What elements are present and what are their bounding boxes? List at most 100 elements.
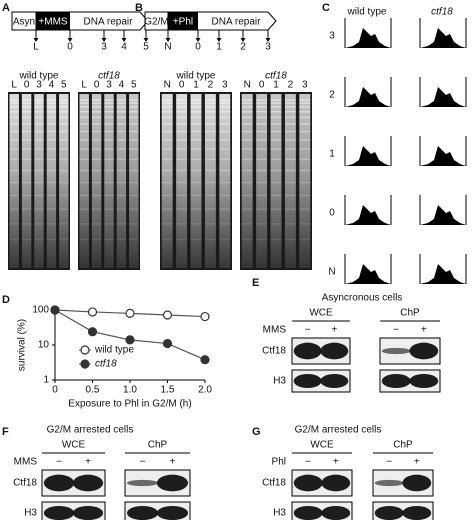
- y-tick-label: 100: [32, 305, 49, 316]
- data-point: [162, 338, 173, 349]
- blot-band: [381, 373, 411, 389]
- lane-label: N: [244, 80, 251, 91]
- timepoint-label: 3: [265, 42, 271, 53]
- panel-label: A: [2, 2, 10, 14]
- panel-label: F: [2, 426, 9, 438]
- panel-label: C: [322, 2, 330, 14]
- blot-band: [381, 347, 411, 355]
- blot-title: Asyncronous cells: [322, 293, 403, 304]
- lane: [104, 94, 114, 268]
- lane: [21, 94, 32, 268]
- row-label: N: [328, 267, 335, 278]
- arrow-head: [33, 38, 39, 42]
- timepoint-label: 1: [216, 42, 222, 53]
- blot-band: [43, 505, 75, 520]
- step-label: G2/M: [144, 17, 168, 28]
- blot-band: [320, 373, 349, 389]
- blot-band: [320, 342, 349, 360]
- sign: +: [170, 457, 176, 468]
- blot-band: [293, 474, 323, 492]
- blot-band: [293, 505, 323, 520]
- sign: −: [305, 325, 311, 336]
- x-tick-label: 0.5: [86, 385, 100, 396]
- sign: +: [414, 457, 420, 468]
- arrow-head: [265, 38, 271, 42]
- panel-label: D: [2, 294, 10, 306]
- treatment-label: MMS: [263, 325, 287, 336]
- lane-label: 4: [119, 80, 125, 91]
- data-point: [162, 310, 173, 320]
- row-label: Ctf18: [262, 478, 286, 489]
- lane: [190, 94, 202, 268]
- sign: +: [333, 457, 339, 468]
- histogram: [345, 28, 391, 48]
- histogram: [420, 205, 466, 225]
- step-label: +Phl: [173, 17, 193, 28]
- lane: [79, 94, 89, 268]
- x-tick-label: 2.0: [198, 385, 212, 396]
- blot-band: [409, 373, 439, 389]
- step-label: DNA repair: [212, 17, 262, 28]
- lane-label: 1: [193, 80, 199, 91]
- y-tick-label: 10: [38, 340, 50, 351]
- sign: +: [331, 325, 337, 336]
- column-label: ChP: [393, 440, 413, 451]
- lane: [161, 94, 173, 268]
- row-label: 1: [329, 149, 335, 160]
- sign: −: [56, 457, 62, 468]
- histogram: [345, 205, 391, 225]
- timepoint-label: 0: [67, 42, 73, 53]
- arrow-head: [101, 38, 107, 42]
- lane-label: 3: [302, 80, 308, 91]
- timepoint-label: 0: [195, 42, 201, 53]
- column-label: WCE: [310, 440, 334, 451]
- treatment-label: Phl: [272, 457, 286, 468]
- blot-title: G2/M arrested cells: [295, 425, 382, 436]
- blot-band: [293, 342, 322, 360]
- lane: [176, 94, 188, 268]
- lane-label: 1: [273, 80, 279, 91]
- arrow-box: [198, 11, 277, 31]
- arrow-head: [67, 38, 73, 42]
- data-point: [200, 311, 210, 322]
- lane-label: L: [11, 80, 17, 91]
- row-label: H3: [273, 508, 286, 519]
- row-label: H3: [273, 376, 286, 387]
- gel-title: ctf18: [265, 71, 287, 82]
- blot-band: [156, 505, 189, 520]
- row-label: 0: [329, 208, 335, 219]
- y-tick-label: 1: [43, 375, 49, 386]
- blot-band: [321, 474, 351, 492]
- data-point: [50, 305, 60, 315]
- panel-label: B: [135, 2, 143, 14]
- timepoint-label: L: [33, 42, 39, 53]
- panel-label: E: [252, 277, 259, 289]
- data-point: [87, 327, 98, 337]
- lane-label: 0: [259, 80, 265, 91]
- arrow-head: [165, 38, 171, 42]
- histogram: [420, 264, 466, 284]
- histogram: [345, 146, 391, 166]
- gel-title: ctf18: [98, 71, 120, 82]
- y-axis-label: survival (%): [17, 319, 28, 371]
- blot-band: [409, 342, 439, 360]
- blot-band: [126, 505, 159, 520]
- data-point: [87, 307, 98, 317]
- blot-band: [293, 373, 322, 389]
- lane-label: L: [81, 80, 87, 91]
- lane: [299, 94, 311, 268]
- timepoint-label: 2: [240, 42, 246, 53]
- arrow-head: [216, 38, 222, 42]
- row-label: Ctf18: [262, 346, 286, 357]
- blot-title: G2/M arrested cells: [47, 425, 134, 436]
- column-label: WCE: [62, 440, 86, 451]
- lane-label: N: [164, 80, 171, 91]
- lane-label: 0: [24, 80, 30, 91]
- row-label: 3: [329, 31, 335, 42]
- sign: −: [386, 457, 392, 468]
- sign: +: [421, 325, 427, 336]
- blot-band: [374, 479, 404, 487]
- sign: −: [305, 457, 311, 468]
- panel-label: G: [252, 426, 261, 438]
